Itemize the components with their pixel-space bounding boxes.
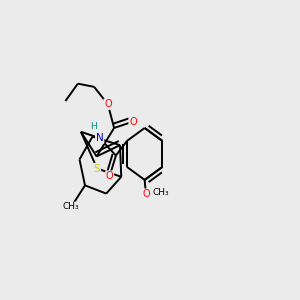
Text: O: O [106, 171, 113, 181]
Text: CH₃: CH₃ [63, 202, 80, 211]
Text: H: H [90, 122, 97, 130]
Text: O: O [104, 99, 112, 109]
Text: S: S [94, 164, 101, 173]
Text: O: O [129, 117, 137, 127]
Text: CH₃: CH₃ [153, 188, 169, 197]
Text: N: N [96, 133, 104, 143]
Text: O: O [142, 189, 150, 199]
